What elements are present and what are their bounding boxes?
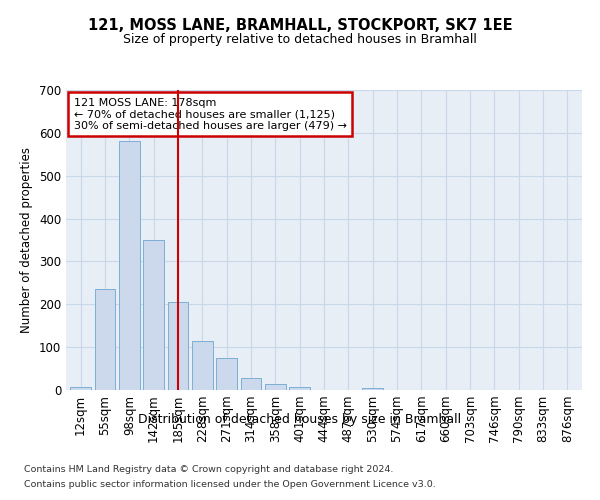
Y-axis label: Number of detached properties: Number of detached properties (20, 147, 34, 333)
Text: Contains public sector information licensed under the Open Government Licence v3: Contains public sector information licen… (24, 480, 436, 489)
Bar (95, 290, 115, 390)
Text: 121, MOSS LANE, BRAMHALL, STOCKPORT, SK7 1EE: 121, MOSS LANE, BRAMHALL, STOCKPORT, SK7… (88, 18, 512, 32)
Bar (362, 388, 383, 390)
Bar (289, 386, 310, 390)
Text: Size of property relative to detached houses in Bramhall: Size of property relative to detached ho… (123, 32, 477, 46)
Text: Contains HM Land Registry data © Crown copyright and database right 2024.: Contains HM Land Registry data © Crown c… (24, 465, 394, 474)
Bar (119, 142, 140, 390)
Bar (143, 240, 164, 390)
Bar (265, 384, 286, 390)
Text: 121 MOSS LANE: 178sqm
← 70% of detached houses are smaller (1,125)
30% of semi-d: 121 MOSS LANE: 178sqm ← 70% of detached … (74, 98, 347, 130)
Bar (192, 340, 212, 390)
Bar (167, 302, 188, 390)
Text: Distribution of detached houses by size in Bramhall: Distribution of detached houses by size … (139, 412, 461, 426)
Bar (216, 358, 237, 390)
Bar (241, 378, 262, 390)
Bar (70, 387, 91, 390)
